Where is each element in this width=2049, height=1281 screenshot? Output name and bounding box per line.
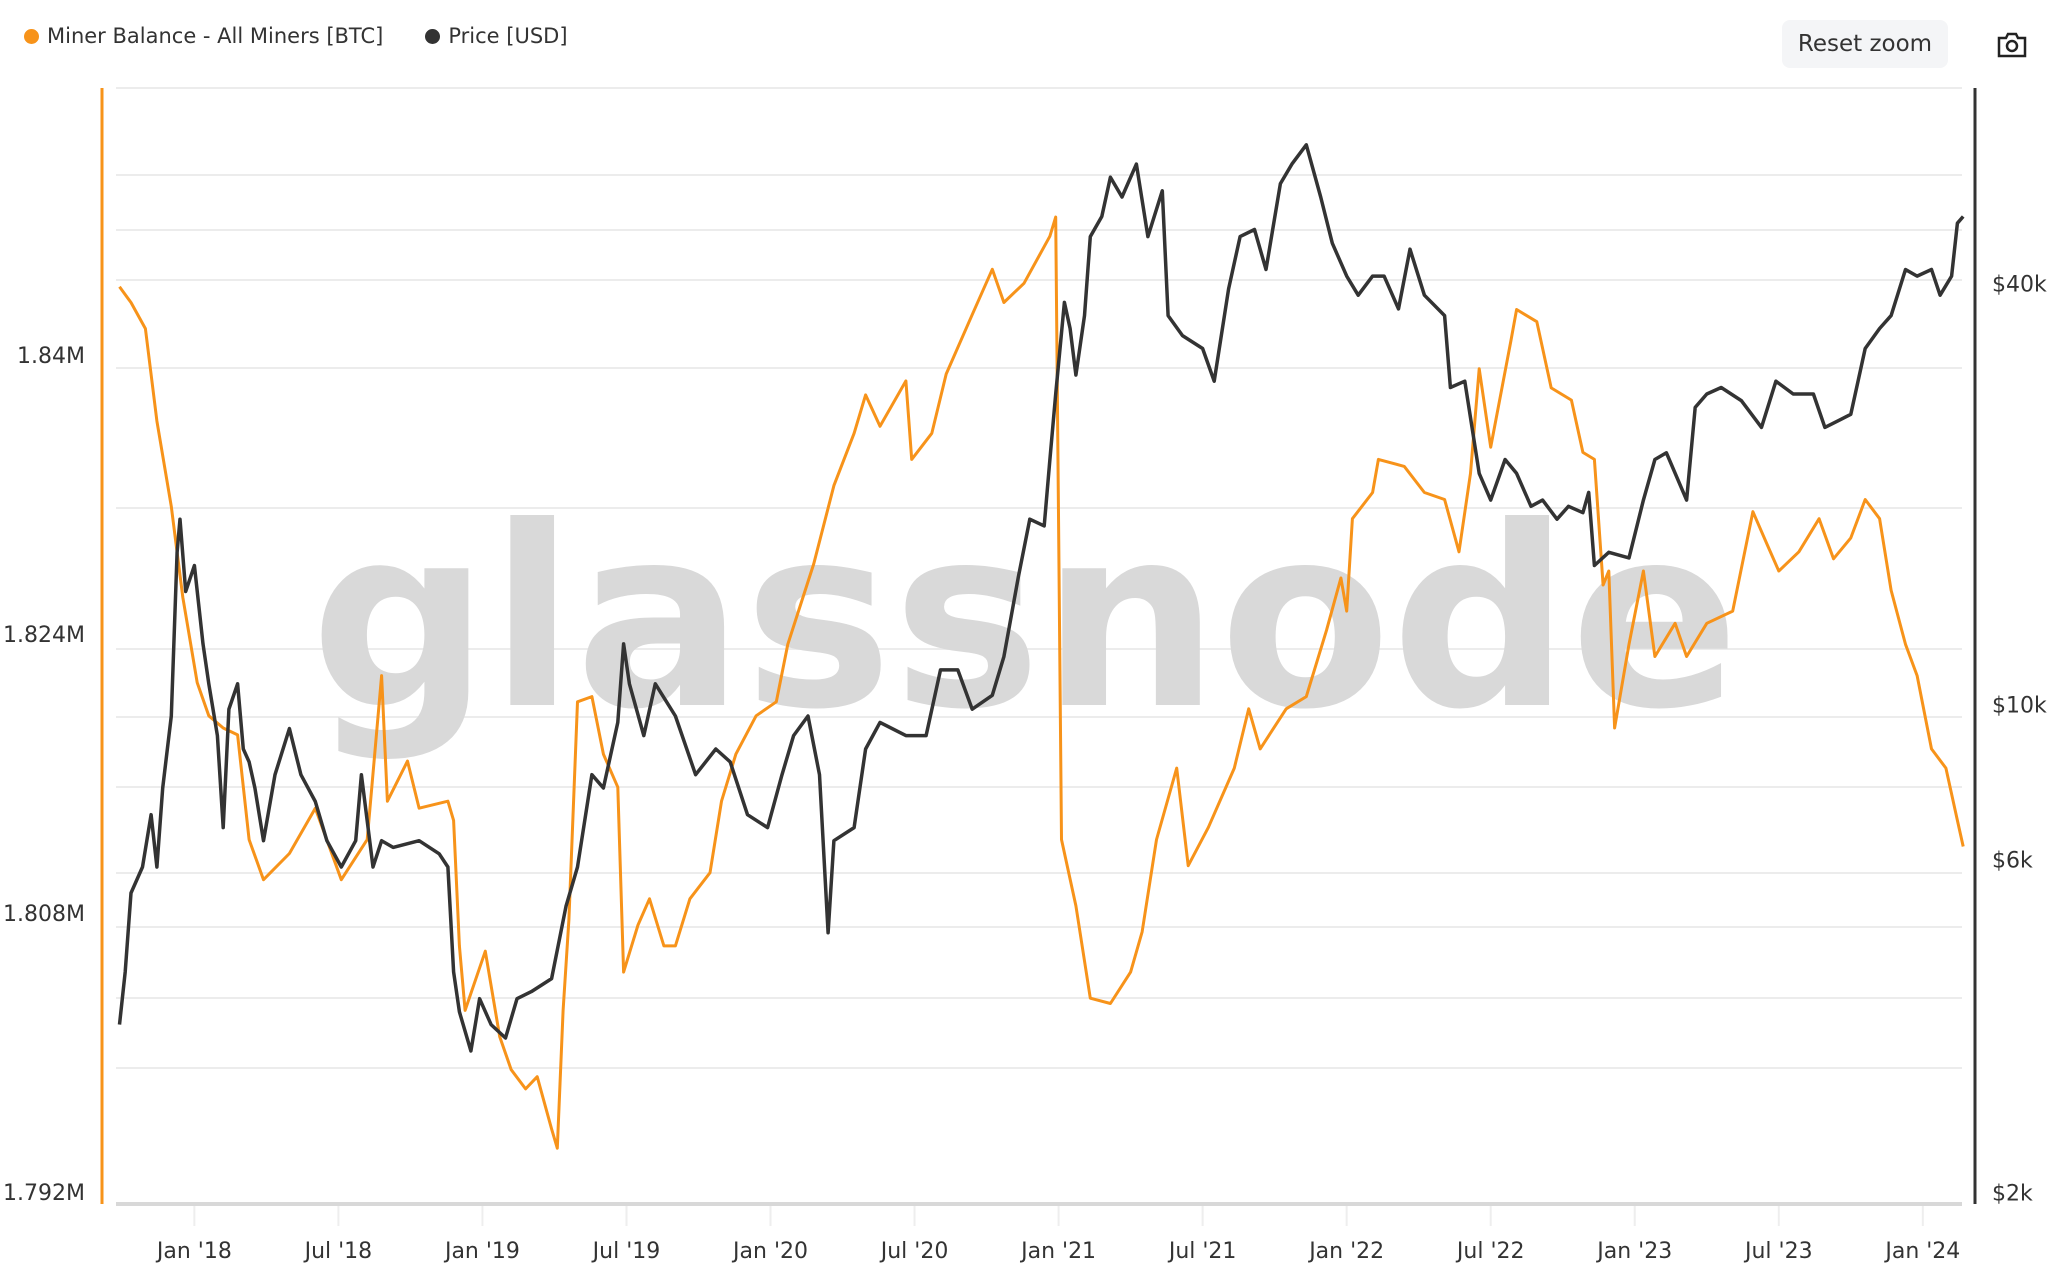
y-right-tick-label: $40k: [1992, 273, 2047, 298]
axis-labels: 1.792M 1.808M 1.824M 1.84M $2k $6k $10k $40k Jan…: [3, 273, 2047, 1264]
y-right-tick-label: $10k: [1992, 693, 2047, 718]
x-tick-label: Jul '18: [303, 1239, 373, 1264]
glassnode-watermark: glassnode: [310, 473, 1739, 764]
y-left-tick-label: 1.792M: [3, 1181, 85, 1206]
x-tick-label: Jan '24: [1883, 1239, 1960, 1264]
y-left-tick-label: 1.84M: [17, 344, 85, 369]
y-right-tick-label: $2k: [1992, 1182, 2033, 1207]
x-tick-label: Jul '22: [1455, 1239, 1525, 1264]
legend-item-miner-balance[interactable]: Miner Balance - All Miners [BTC]: [24, 24, 383, 48]
series-layer: [117, 143, 1965, 1150]
y-left-tick-label: 1.808M: [3, 902, 85, 927]
x-tick-label: Jul '23: [1743, 1239, 1813, 1264]
chart-legend: Miner Balance - All Miners [BTC] Price […: [24, 24, 568, 48]
x-tick-label: Jan '18: [155, 1239, 232, 1264]
x-tick-label: Jan '23: [1595, 1239, 1672, 1264]
x-tick-label: Jan '21: [1019, 1239, 1096, 1264]
x-tick-label: Jan '22: [1307, 1239, 1384, 1264]
orange-dot-icon: [24, 28, 39, 44]
x-tick-label: Jul '19: [591, 1239, 661, 1264]
legend-label: Miner Balance - All Miners [BTC]: [47, 24, 384, 48]
reset-zoom-button[interactable]: Reset zoom: [1782, 20, 1948, 68]
y-right-tick-label: $6k: [1992, 848, 2033, 873]
miner-balance-line: [118, 215, 1965, 1150]
y-left-tick-label: 1.824M: [3, 623, 85, 648]
x-tick-label: Jan '19: [443, 1239, 520, 1264]
dark-dot-icon: [425, 28, 441, 44]
legend-item-price[interactable]: Price [USD]: [425, 24, 568, 48]
legend-label: Price [USD]: [448, 24, 568, 48]
camera-icon[interactable]: [1996, 30, 2028, 60]
price-line: [117, 143, 1965, 1053]
x-tick-label: Jan '20: [731, 1239, 808, 1264]
x-tick-label: Jul '20: [879, 1239, 949, 1264]
x-tick-label: Jul '21: [1167, 1239, 1237, 1264]
